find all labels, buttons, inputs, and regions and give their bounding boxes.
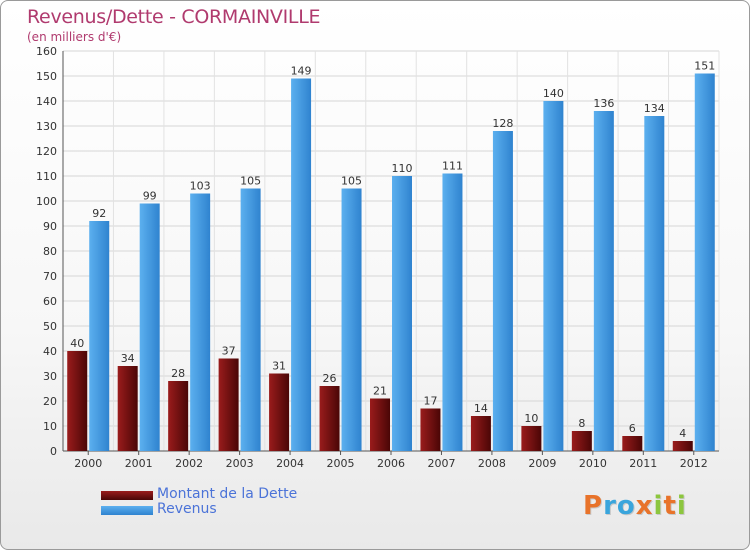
data-label-debt: 31 [272, 360, 286, 373]
bar-revenue [644, 116, 665, 451]
legend-label-debt: Montant de la Dette [157, 486, 298, 502]
data-label-debt: 10 [524, 412, 538, 425]
bar-revenue [593, 111, 614, 451]
legend-swatch-debt [101, 491, 153, 500]
y-tick-label: 80 [43, 245, 57, 258]
data-label-debt: 40 [70, 337, 84, 350]
bar-debt [672, 441, 693, 451]
bar-revenue [291, 78, 312, 451]
x-tick-label: 2007 [427, 457, 455, 470]
x-tick-label: 2012 [680, 457, 708, 470]
x-tick-label: 2009 [528, 457, 556, 470]
x-tick-label: 2003 [226, 457, 254, 470]
x-tick-label: 2002 [175, 457, 203, 470]
data-label-revenue: 111 [442, 160, 463, 173]
x-tick-label: 2000 [74, 457, 102, 470]
y-tick-label: 70 [43, 270, 57, 283]
data-label-revenue: 128 [492, 117, 513, 130]
data-label-revenue: 151 [694, 60, 715, 73]
proxiti-logo: Proxiti [583, 491, 687, 521]
bar-debt [269, 373, 290, 451]
data-label-revenue: 105 [341, 175, 362, 188]
legend-label-revenue: Revenus [157, 501, 217, 517]
data-label-debt: 17 [423, 395, 437, 408]
bar-debt [117, 366, 138, 451]
bar-debt [571, 431, 592, 451]
bar-debt [67, 351, 88, 451]
logo-letter: P [583, 491, 604, 521]
logo-letter: i [676, 491, 687, 521]
data-label-debt: 6 [629, 422, 636, 435]
bar-debt [420, 408, 441, 451]
data-label-debt: 28 [171, 367, 185, 380]
bar-revenue [341, 188, 362, 451]
x-tick-label: 2001 [125, 457, 153, 470]
data-label-debt: 8 [578, 417, 585, 430]
data-label-debt: 34 [121, 352, 135, 365]
y-tick-label: 110 [36, 170, 57, 183]
data-label-revenue: 140 [543, 87, 564, 100]
legend-swatch-revenue [101, 506, 153, 515]
data-label-debt: 14 [474, 402, 488, 415]
bar-revenue [543, 101, 564, 451]
data-label-revenue: 105 [240, 175, 261, 188]
bar-revenue [190, 193, 211, 451]
y-tick-label: 60 [43, 295, 57, 308]
logo-letter: o [616, 491, 636, 521]
data-label-debt: 37 [222, 345, 236, 358]
logo-letter: r [603, 491, 617, 521]
y-tick-label: 140 [36, 95, 57, 108]
y-tick-label: 90 [43, 220, 57, 233]
bar-debt [218, 358, 239, 451]
bar-revenue [492, 131, 513, 451]
logo-letter: t [663, 491, 677, 521]
data-label-revenue: 99 [143, 190, 157, 203]
bar-revenue [139, 203, 160, 451]
chart-subtitle: (en milliers d'€) [27, 30, 122, 44]
y-tick-label: 40 [43, 345, 57, 358]
x-tick-label: 2005 [327, 457, 355, 470]
y-tick-label: 30 [43, 370, 57, 383]
data-label-revenue: 136 [593, 97, 614, 110]
x-tick-label: 2010 [579, 457, 607, 470]
bar-debt [622, 436, 643, 451]
logo-letter: x [635, 491, 654, 521]
bar-revenue [240, 188, 261, 451]
data-label-revenue: 103 [190, 180, 211, 193]
y-tick-label: 0 [50, 445, 57, 458]
bar-debt [470, 416, 491, 451]
data-label-debt: 21 [373, 385, 387, 398]
chart-title: Revenus/Dette - CORMAINVILLE [27, 6, 321, 28]
x-tick-label: 2006 [377, 457, 405, 470]
y-tick-label: 20 [43, 395, 57, 408]
x-tick-label: 2008 [478, 457, 506, 470]
bar-debt [521, 426, 542, 451]
y-tick-label: 120 [36, 145, 57, 158]
bar-revenue [392, 176, 412, 451]
bar-debt [370, 398, 390, 451]
y-tick-label: 150 [36, 70, 57, 83]
y-tick-label: 50 [43, 320, 57, 333]
bar-debt [168, 381, 189, 451]
bar-revenue [694, 73, 715, 451]
data-label-revenue: 92 [92, 207, 106, 220]
bar-revenue [89, 221, 110, 451]
data-label-debt: 26 [323, 372, 337, 385]
y-tick-label: 160 [36, 45, 57, 58]
logo-letter: i [653, 491, 664, 521]
y-tick-label: 100 [36, 195, 57, 208]
data-label-revenue: 149 [291, 65, 312, 78]
y-tick-label: 130 [36, 120, 57, 133]
x-tick-label: 2004 [276, 457, 304, 470]
y-tick-label: 10 [43, 420, 57, 433]
x-tick-label: 2011 [629, 457, 657, 470]
bar-debt [319, 386, 340, 451]
data-label-debt: 4 [679, 427, 686, 440]
data-label-revenue: 110 [392, 162, 413, 175]
data-label-revenue: 134 [644, 102, 665, 115]
bar-revenue [442, 173, 463, 451]
